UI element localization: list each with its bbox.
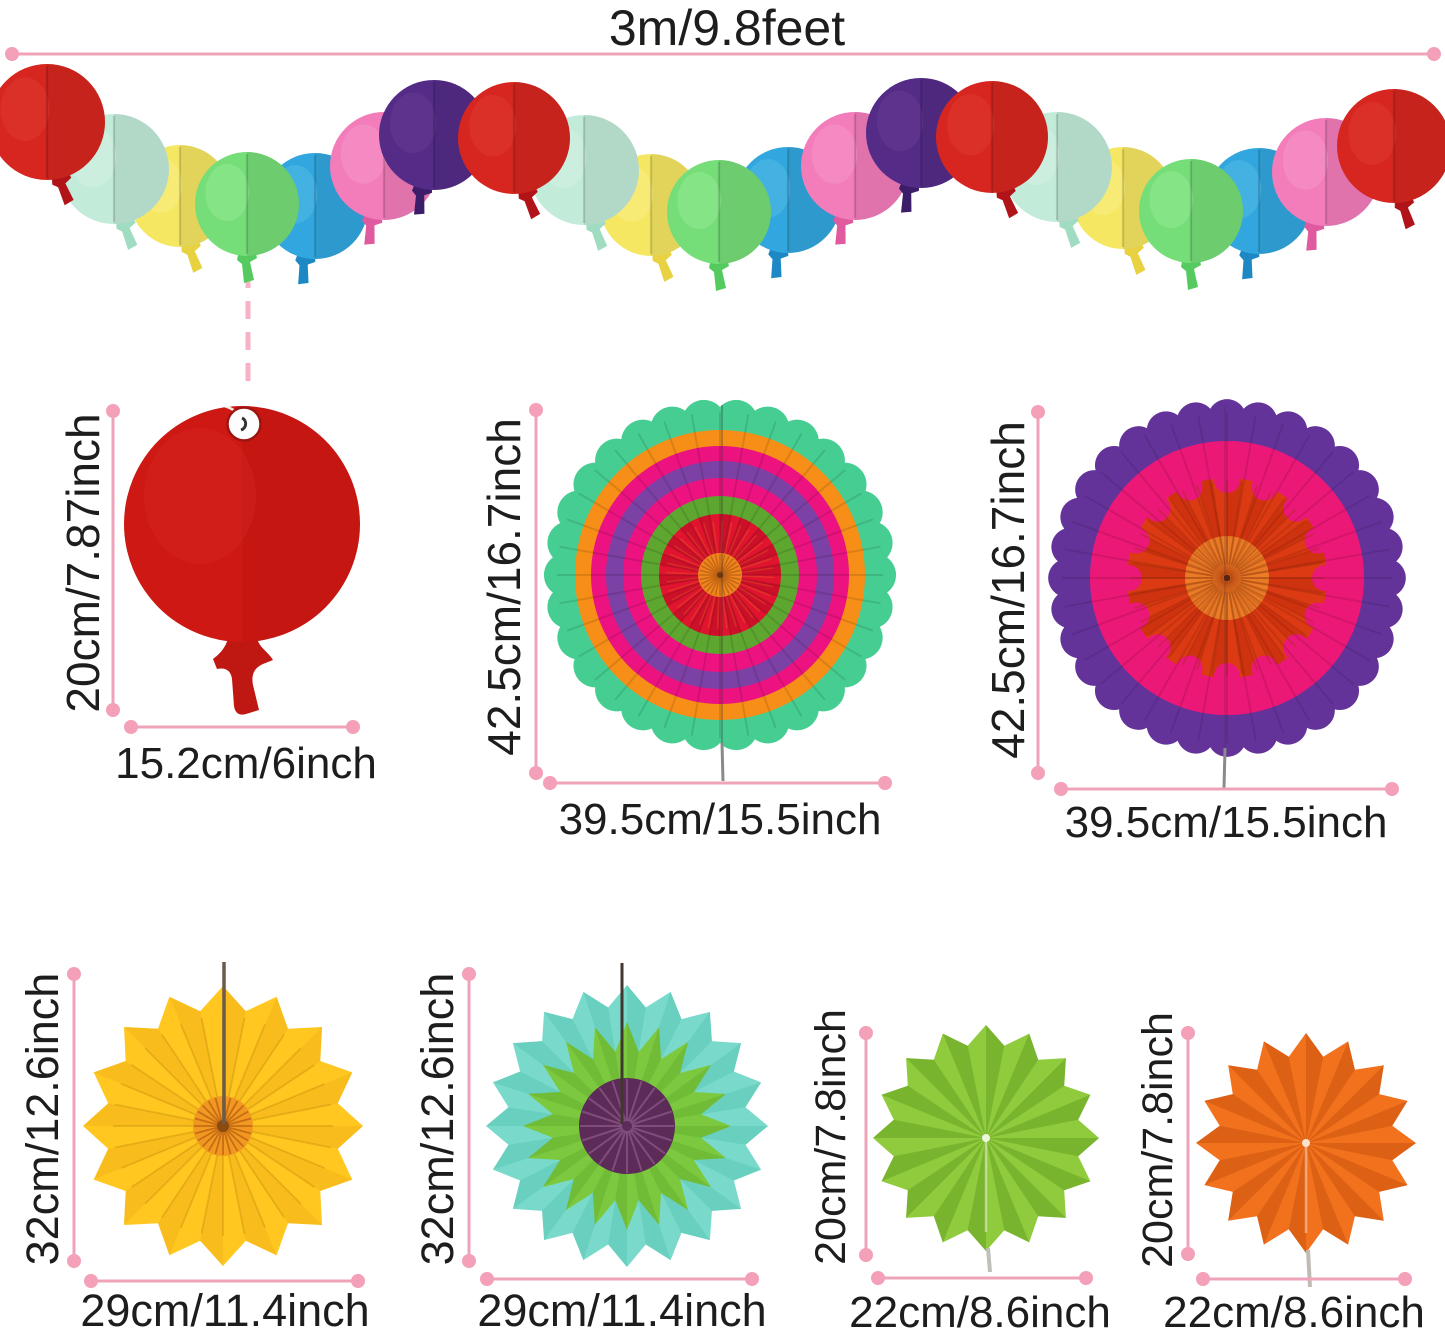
svg-text:29cm/11.4inch: 29cm/11.4inch [80, 1285, 369, 1335]
svg-text:20cm/7.8inch: 20cm/7.8inch [1134, 1012, 1182, 1268]
svg-text:22cm/8.6inch: 22cm/8.6inch [1163, 1288, 1425, 1335]
svg-text:20cm/7.8inch: 20cm/7.8inch [807, 1009, 855, 1265]
svg-text:32cm/12.6inch: 32cm/12.6inch [17, 973, 68, 1266]
svg-text:39.5cm/15.5inch: 39.5cm/15.5inch [559, 795, 882, 844]
svg-text:29cm/11.4inch: 29cm/11.4inch [477, 1285, 766, 1335]
svg-text:42.5cm/16.7inch: 42.5cm/16.7inch [982, 421, 1034, 759]
svg-text:42.5cm/16.7inch: 42.5cm/16.7inch [478, 418, 530, 756]
svg-text:20cm/7.87inch: 20cm/7.87inch [57, 413, 109, 712]
svg-text:22cm/8.6inch: 22cm/8.6inch [849, 1288, 1111, 1335]
svg-text:15.2cm/6inch: 15.2cm/6inch [115, 739, 377, 788]
svg-text:3m/9.8feet: 3m/9.8feet [609, 0, 845, 56]
svg-text:39.5cm/15.5inch: 39.5cm/15.5inch [1065, 798, 1388, 847]
svg-text:32cm/12.6inch: 32cm/12.6inch [412, 973, 463, 1266]
